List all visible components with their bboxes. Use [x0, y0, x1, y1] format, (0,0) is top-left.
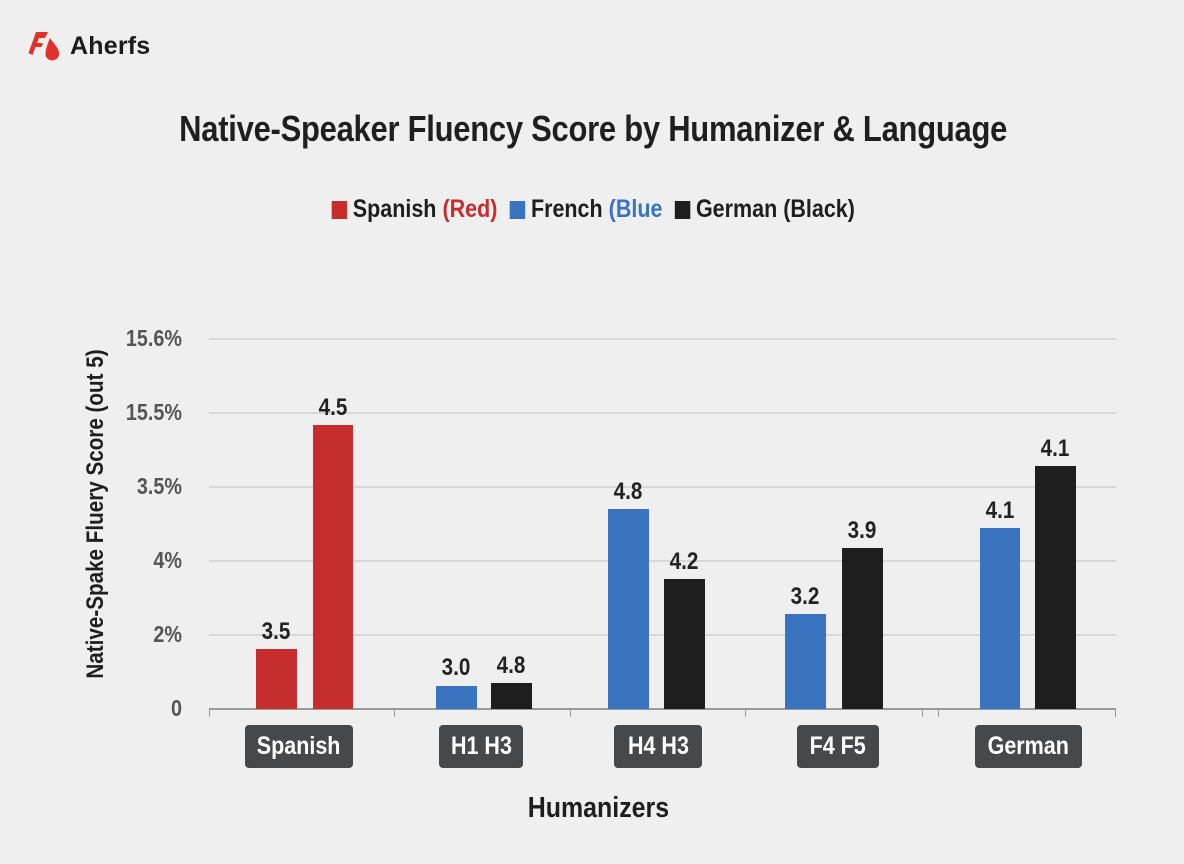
legend-swatch-german [674, 200, 690, 219]
bar-value-label: 4.1 [1040, 435, 1070, 462]
category-label-spanish: Spanish [245, 725, 353, 768]
legend-swatch-french [509, 200, 525, 219]
category-label-f4f5: F4 F5 [797, 725, 879, 768]
legend-item-spanish[interactable]: Spanish (Red) [331, 195, 497, 224]
legend-paren-spanish: (Red) [442, 195, 498, 223]
y-tick-label: 15.6% [125, 325, 182, 351]
bar-value-label: 4.8 [613, 478, 643, 505]
legend-paren-german: (Black) [783, 195, 855, 223]
x-axis-label: Humanizers [527, 792, 670, 824]
gridline [209, 486, 1116, 488]
gridline [209, 634, 1116, 636]
bar-spanish-1[interactable] [256, 649, 297, 709]
bar-value-label: 4.1 [985, 497, 1015, 524]
y-tick-label: 4% [153, 547, 182, 573]
x-axis-tick [570, 709, 571, 717]
gridline [209, 338, 1116, 340]
bar-h1h3-german[interactable] [491, 683, 532, 709]
bar-f4f5-french[interactable] [785, 614, 826, 709]
aherfs-logo-icon [28, 32, 60, 61]
x-axis-tick [209, 709, 210, 717]
y-tick-label: 0 [170, 695, 182, 721]
legend-label-spanish: Spanish [352, 195, 437, 223]
x-axis-tick [1115, 709, 1116, 717]
legend-item-french[interactable]: French (Blue [509, 195, 662, 224]
y-tick-label: 15.5% [125, 399, 182, 425]
bar-spanish-2[interactable] [313, 425, 353, 709]
bar-value-label: 4.8 [496, 652, 526, 679]
bar-german-german[interactable] [1035, 466, 1076, 709]
chart-title: Native-Speaker Fluency Score by Humanize… [179, 108, 1008, 149]
category-label-german: German [975, 725, 1082, 768]
legend-item-german[interactable]: German (Black) [674, 195, 855, 224]
legend-label-german: German [695, 195, 778, 223]
brand-logo: Aherfs [28, 30, 150, 62]
brand-name: Aherfs [70, 31, 151, 60]
bar-h4h3-french[interactable] [608, 509, 649, 709]
legend-swatch-spanish [331, 200, 347, 219]
category-text: H1 H3 [450, 732, 512, 760]
x-axis-tick [745, 709, 746, 717]
category-text: Spanish [257, 732, 341, 760]
x-axis-line [209, 708, 1116, 710]
bar-h4h3-german[interactable] [664, 579, 705, 709]
bar-value-label: 3.0 [441, 654, 471, 681]
legend-paren-french: (Blue [608, 195, 663, 223]
bar-value-label: 3.2 [790, 583, 820, 610]
bar-f4f5-german[interactable] [842, 548, 883, 709]
gridline [209, 560, 1116, 562]
bar-value-label: 3.5 [261, 618, 291, 645]
bar-value-label: 3.9 [847, 517, 877, 544]
y-tick-label: 3.5% [136, 473, 182, 499]
y-tick-label: 2% [153, 621, 182, 647]
category-text: H4 H3 [627, 732, 689, 760]
bar-value-label: 4.5 [318, 394, 348, 421]
bar-h1h3-french[interactable] [436, 686, 477, 709]
gridline [209, 412, 1116, 414]
x-axis-tick [938, 709, 939, 717]
category-text: German [987, 732, 1070, 760]
legend-label-french: French [530, 195, 603, 223]
category-text: F4 F5 [809, 732, 867, 760]
bar-german-french[interactable] [980, 528, 1020, 709]
category-label-h1h3: H1 H3 [439, 725, 523, 768]
chart-legend: Spanish (Red) French (Blue German (Black… [84, 195, 1102, 224]
x-axis-tick [394, 709, 395, 717]
bar-value-label: 4.2 [669, 548, 699, 575]
y-axis-label: Native-Spake Fluery Score (out 5) [82, 349, 109, 679]
category-label-h4h3: H4 H3 [614, 725, 702, 768]
x-axis-tick [922, 709, 923, 717]
